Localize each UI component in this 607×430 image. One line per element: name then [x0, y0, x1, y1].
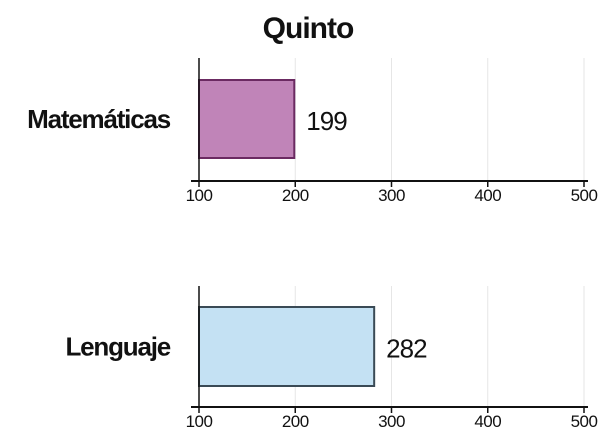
panel-1: 100 200 300 400 500 Lenguaje 282 [65, 286, 598, 430]
data-label: 282 [386, 334, 427, 364]
x-tick-label: 500 [571, 186, 598, 205]
chart-title: Quinto [263, 12, 354, 45]
bar-matemáticas [198, 79, 296, 159]
x-tick-label: 500 [571, 412, 598, 430]
x-tick-label: 200 [282, 186, 309, 205]
x-tick-label: 300 [378, 186, 405, 205]
x-tick-label: 400 [474, 412, 501, 430]
bar-lenguaje [198, 306, 376, 387]
x-tick-label: 200 [282, 412, 309, 430]
x-tick-label: 400 [474, 186, 501, 205]
category-label: Matemáticas [27, 104, 171, 134]
x-tick-label: 300 [378, 412, 405, 430]
x-tick-label: 100 [186, 186, 213, 205]
data-label: 199 [306, 106, 347, 136]
x-tick-label: 100 [186, 412, 213, 430]
category-label: Lenguaje [65, 332, 170, 362]
panel-0: 100 200 300 400 500 Matemáticas 199 [27, 58, 598, 205]
